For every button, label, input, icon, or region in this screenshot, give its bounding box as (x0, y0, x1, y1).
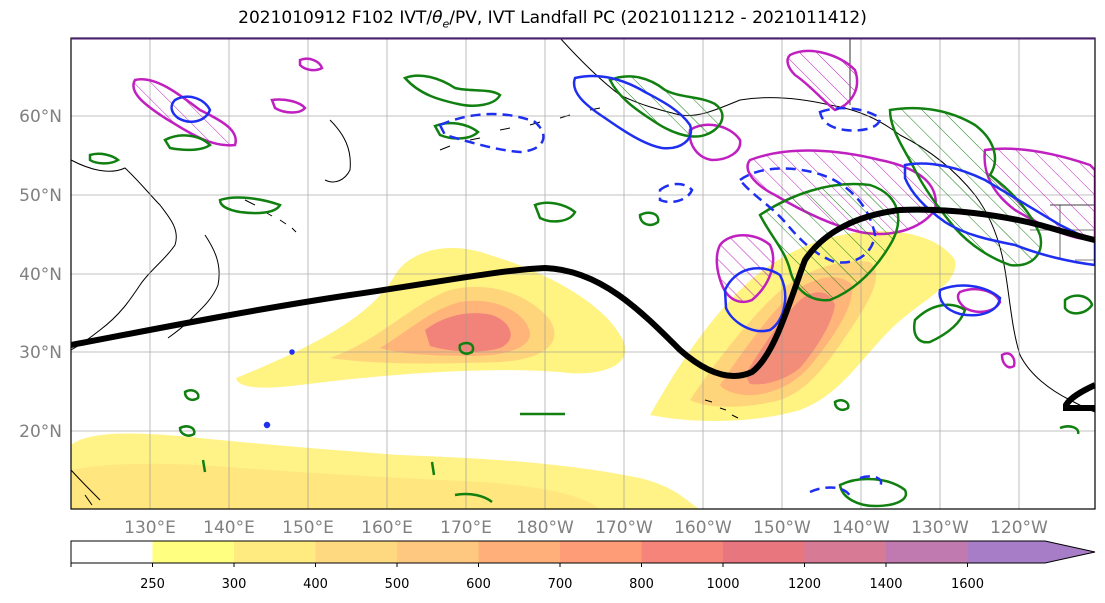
lon-label-170e: 170°E (440, 518, 492, 538)
blue-contour-cutoff (723, 266, 787, 333)
lon-label-150w: 150°W (753, 518, 811, 538)
title-theta-subscript: e (442, 17, 450, 31)
blue-contour-gulf-dashed (738, 167, 877, 264)
latitude-labels: 60°N 50°N 40°N 30°N 20°N (19, 107, 62, 442)
lat-label-20: 20°N (19, 422, 62, 442)
colorbar-tick-label: 1400 (869, 577, 902, 592)
lon-label-180w: 180°W (516, 518, 574, 538)
colorbar-segment (723, 541, 805, 563)
ivt-colorbar: 250 300 400 500 600 700 800 1000 1200 1400 1600 (70, 540, 1096, 592)
colorbar-tick-label: 700 (548, 577, 573, 592)
colorbar-segment (315, 541, 398, 563)
lon-label-160e: 160°E (361, 518, 413, 538)
kamchatka-coast (324, 119, 351, 183)
title-rest: /PV, IVT Landfall PC (2021011212 - 20210… (449, 8, 867, 28)
colorbar-tick-label: 400 (303, 577, 328, 592)
colorbar-tick-label: 1000 (706, 577, 739, 592)
lat-label-60: 60°N (19, 107, 62, 127)
ivt-core-east (745, 292, 835, 385)
colorbar-segment (478, 541, 561, 563)
ivt-landfall-track (71, 206, 1095, 379)
colorbar-segment (804, 541, 887, 563)
colorbar-segment (886, 541, 968, 563)
blue-contour-coast (903, 162, 1095, 267)
green-contour-alaska (608, 75, 724, 138)
colorbar-tick-label: 600 (466, 577, 491, 592)
colorbar-segment (967, 541, 1095, 563)
hawaii-islands (704, 399, 739, 419)
ivt-landfall-track-tail (1063, 382, 1095, 411)
colorbar-segment (152, 541, 235, 563)
blue-contour-bering-dashed (438, 112, 545, 154)
lon-label-120w: 120°W (990, 518, 1048, 538)
lat-label-40: 40°N (19, 265, 62, 285)
colorbar-segment (641, 541, 724, 563)
magenta-contour-alaska (786, 49, 859, 112)
colorbar-tick-label: 800 (629, 577, 654, 592)
colorbar-segment (71, 541, 153, 563)
magenta-contour-siberia (132, 77, 237, 147)
kuril-islands (244, 199, 297, 233)
ivt-core-west (425, 313, 511, 352)
colorbar-segment (397, 541, 479, 563)
lon-label-160w: 160°W (674, 518, 732, 538)
lon-label-170w: 170°W (595, 518, 653, 538)
lon-label-150e: 150°E (282, 518, 334, 538)
philippines (71, 469, 101, 506)
colorbar-tick-label: 300 (222, 577, 247, 592)
lat-label-50: 50°N (19, 186, 62, 206)
colorbar-frame (70, 540, 1096, 564)
title-main: 2021010912 F102 IVT/ (238, 8, 433, 28)
map-plot-area (71, 38, 1095, 509)
colorbar-segments (71, 541, 1095, 563)
colorbar-tick-label: 500 (385, 577, 410, 592)
colorbar-segment (234, 541, 316, 563)
japan-islands (167, 234, 220, 339)
blue-contour-alaska (572, 74, 693, 150)
colorbar-tick-label: 1200 (788, 577, 821, 592)
green-contours (88, 74, 1094, 508)
green-contour-gulf (758, 182, 900, 302)
colorbar-tick-label: 1600 (951, 577, 984, 592)
blue-contours (170, 74, 1095, 497)
lon-label-140w: 140°W (832, 518, 890, 538)
colorbar-tick-label: 250 (140, 577, 165, 592)
lon-label-130e: 130°E (124, 518, 176, 538)
title-theta-symbol: θ (432, 8, 443, 28)
colorbar-segment (560, 541, 642, 563)
blue-contour-siberia (170, 95, 212, 123)
chart-title: 2021010912 F102 IVT/θe/PV, IVT Landfall … (0, 8, 1105, 30)
asia-coast (71, 159, 177, 351)
lon-label-140e: 140°E (203, 518, 255, 538)
green-contour-coast (888, 106, 1043, 267)
lat-label-30: 30°N (19, 343, 62, 363)
colorbar-ticks: 250 300 400 500 600 700 800 1000 1200 1400 1600 (70, 563, 984, 592)
longitude-labels: 130°E 140°E 150°E 160°E 170°E 180°W 170°… (124, 518, 1048, 538)
magenta-contour-cutoff (715, 234, 775, 304)
lon-label-130w: 130°W (911, 518, 969, 538)
